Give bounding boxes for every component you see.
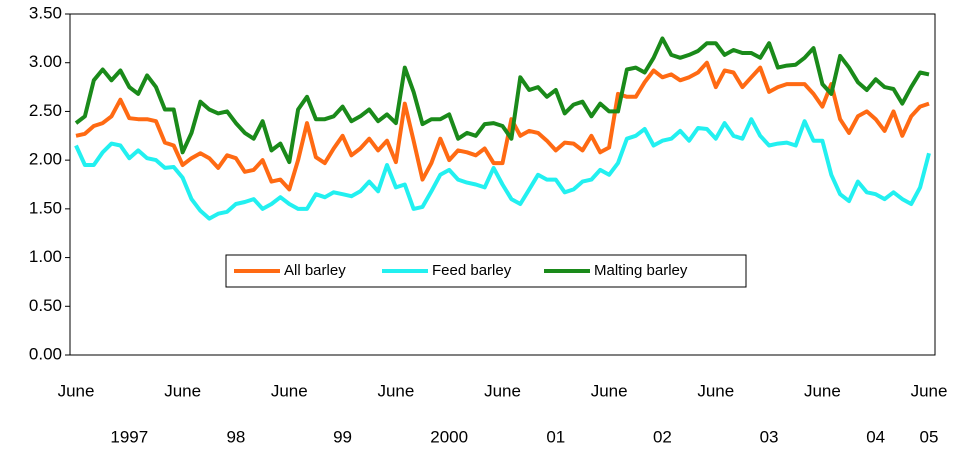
year-label: 1997 [110,427,148,446]
year-label: 05 [920,427,939,446]
legend-label: Malting barley [594,262,688,279]
series-line [74,36,930,165]
x-tick-label: June [164,381,201,400]
x-tick-label: June [271,381,308,400]
year-label: 01 [546,427,565,446]
y-tick-label: 1.00 [29,247,62,266]
series-line [75,60,930,192]
legend-box [225,254,747,288]
legend-label: Feed barley [432,262,512,279]
x-tick-label: June [591,381,628,400]
x-tick-label: June [697,381,734,400]
y-tick-label: 2.00 [29,150,62,169]
year-label: 03 [760,427,779,446]
y-tick-label: 2.50 [29,101,62,120]
x-tick-label: June [377,381,414,400]
series-line [74,117,931,221]
year-label: 04 [866,427,885,446]
x-tick-label: June [484,381,521,400]
y-tick-label: 3.50 [29,3,62,22]
x-tick-label: June [58,381,95,400]
year-label: 2000 [430,427,468,446]
plot-frame [69,13,936,356]
y-tick-label: 1.50 [29,198,62,217]
legend-label: All barley [284,262,346,279]
x-tick-label: June [911,381,948,400]
year-label: 99 [333,427,352,446]
y-tick-label: 0.50 [29,296,62,315]
legend: All barley Feed barley Malting barley [225,254,747,288]
y-tick-label: 0.00 [29,344,62,363]
y-tick-label: 3.00 [29,52,62,71]
year-label: 98 [226,427,245,446]
x-tick-label: June [804,381,841,400]
year-label: 02 [653,427,672,446]
